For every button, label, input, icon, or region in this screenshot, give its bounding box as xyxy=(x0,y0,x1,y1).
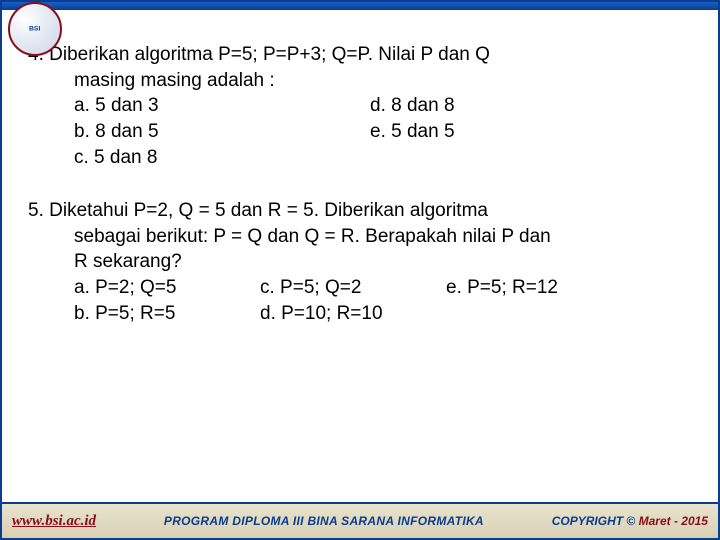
q5-option-c: c. P=5; Q=2 xyxy=(260,275,446,301)
q5-text-line1: Diketahui P=2, Q = 5 dan R = 5. Diberika… xyxy=(49,200,488,221)
footer-program: PROGRAM DIPLOMA III BINA SARANA INFORMAT… xyxy=(164,514,484,528)
question-5: 5. Diketahui P=2, Q = 5 dan R = 5. Diber… xyxy=(28,198,692,326)
q4-option-e: e. 5 dan 5 xyxy=(370,119,570,145)
q4-options: a. 5 dan 3 b. 8 dan 5 c. 5 dan 8 d. 8 da… xyxy=(28,93,692,170)
question-4: 4. Diberikan algoritma P=5; P=P+3; Q=P. … xyxy=(28,42,692,170)
header-bar xyxy=(2,2,718,10)
q5-text-line2: sebagai berikut: P = Q dan Q = R. Berapa… xyxy=(28,224,692,250)
q4-option-a: a. 5 dan 3 xyxy=(74,93,370,119)
q5-option-a: a. P=2; Q=5 xyxy=(74,275,260,301)
logo-badge: BSI xyxy=(8,2,62,56)
footer-date: Maret - 2015 xyxy=(639,514,708,528)
logo-sub: BSI xyxy=(29,25,40,33)
q5-number: 5. xyxy=(28,200,44,221)
q5-text-line3: R sekarang? xyxy=(28,249,692,275)
q5-option-d: d. P=10; R=10 xyxy=(260,301,446,327)
copyright-symbol: © xyxy=(626,514,635,528)
q4-option-b: b. 8 dan 5 xyxy=(74,119,370,145)
q5-option-b: b. P=5; R=5 xyxy=(74,301,260,327)
footer-url[interactable]: www.bsi.ac.id xyxy=(12,513,96,530)
footer-bar: www.bsi.ac.id PROGRAM DIPLOMA III BINA S… xyxy=(2,502,718,538)
q5-options: a. P=2; Q=5 b. P=5; R=5 c. P=5; Q=2 d. P… xyxy=(28,275,692,326)
q5-option-e: e. P=5; R=12 xyxy=(446,275,606,301)
content-area: 4. Diberikan algoritma P=5; P=P+3; Q=P. … xyxy=(2,10,718,326)
q4-text-line1: Diberikan algoritma P=5; P=P+3; Q=P. Nil… xyxy=(49,44,490,65)
q4-option-d: d. 8 dan 8 xyxy=(370,93,570,119)
footer-copyright: COPYRIGHT © Maret - 2015 xyxy=(552,514,708,528)
q4-option-c: c. 5 dan 8 xyxy=(74,145,370,171)
logo-text: BSI xyxy=(29,26,40,33)
copyright-word: COPYRIGHT xyxy=(552,514,623,528)
q4-text-line2: masing masing adalah : xyxy=(28,68,692,94)
